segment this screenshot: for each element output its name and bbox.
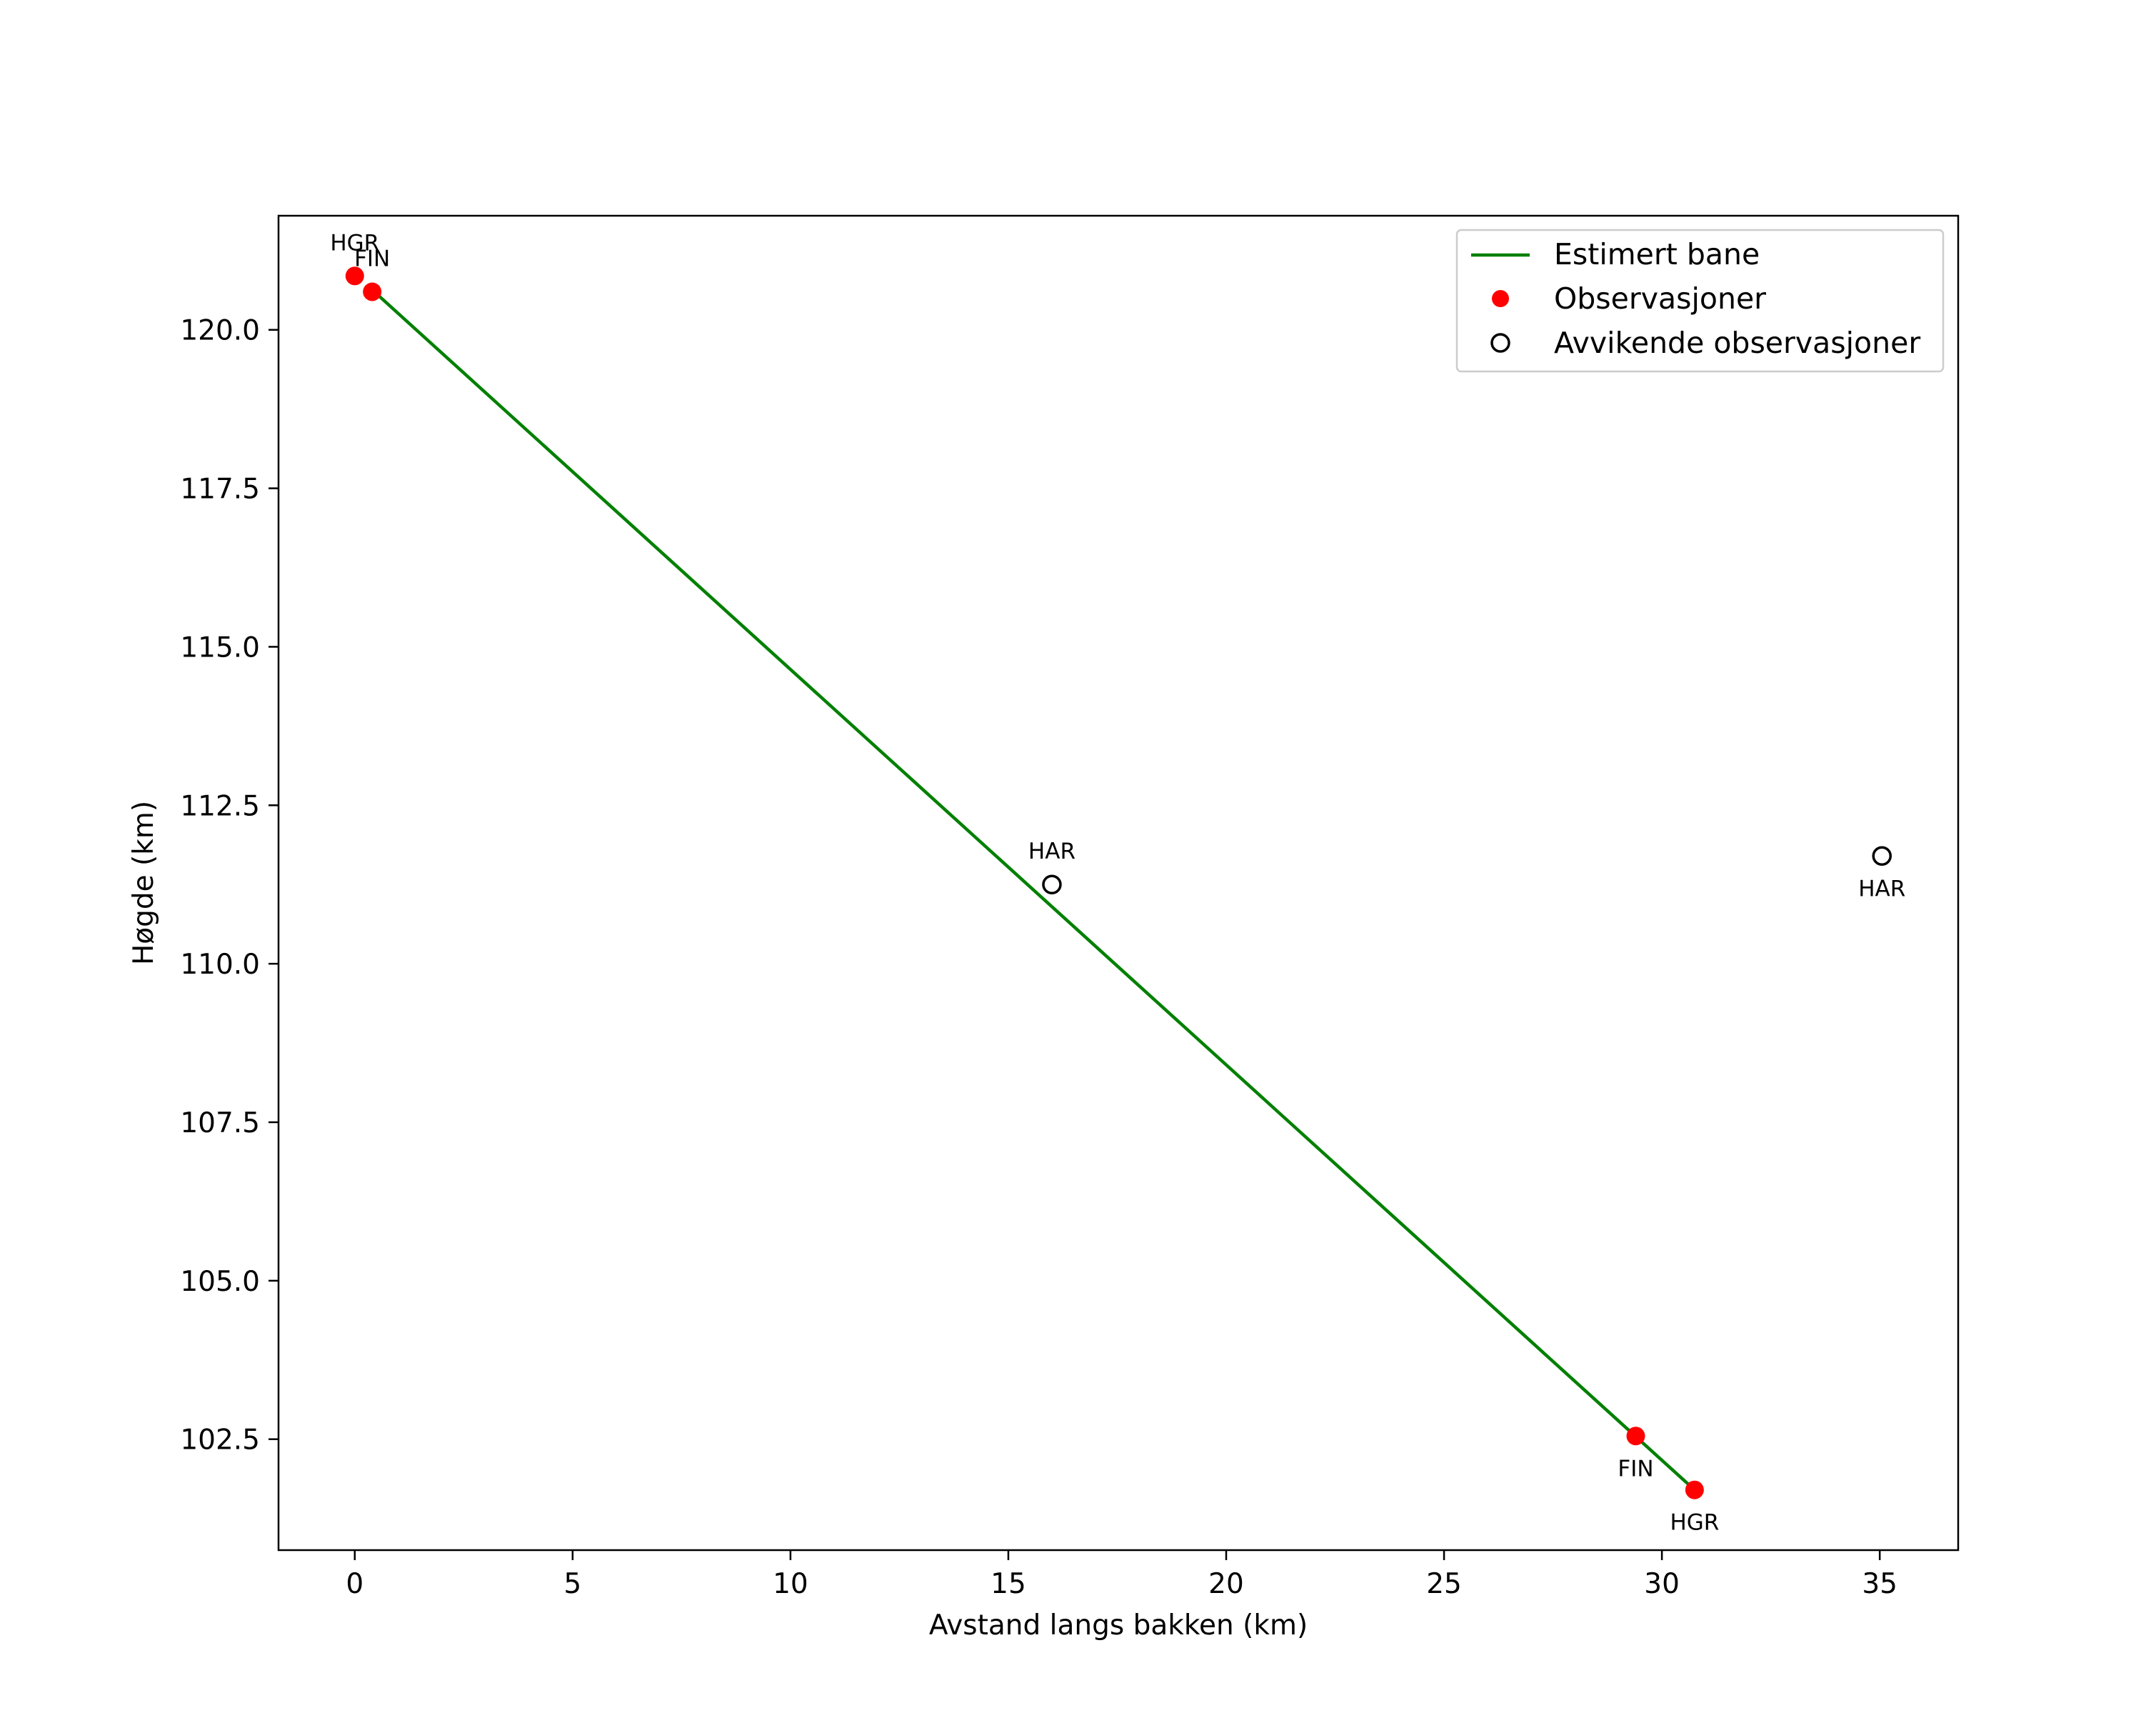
legend-label-estimert-bane: Estimert bane: [1554, 237, 1760, 271]
y-tick-label: 110.0: [180, 949, 260, 981]
legend-label-avvikende-observasjoner: Avvikende observasjoner: [1554, 326, 1920, 360]
y-axis-label: Høgde (km): [128, 801, 160, 965]
legend: Estimert bane Observasjoner Avvikende ob…: [1455, 229, 1945, 373]
x-tick-label: 10: [773, 1568, 808, 1600]
y-tick-label: 102.5: [180, 1424, 260, 1457]
point-label: FIN: [354, 246, 390, 271]
y-tick-label: 105.0: [180, 1266, 260, 1298]
y-tick-label: 107.5: [180, 1107, 260, 1139]
y-tick-label: 115.0: [180, 631, 260, 664]
legend-label-observasjoner: Observasjoner: [1554, 281, 1766, 316]
x-tick-label: 25: [1426, 1568, 1462, 1600]
observation-point: [1626, 1427, 1645, 1446]
x-tick-label: 30: [1644, 1568, 1680, 1600]
estimated-trajectory-line: [372, 289, 1698, 1492]
observation-point: [345, 266, 364, 286]
legend-open-marker: [1490, 333, 1510, 353]
x-axis-label: Avstand langs bakken (km): [929, 1609, 1308, 1642]
axes-frame: [277, 214, 1960, 1552]
y-tick-label: 120.0: [180, 315, 260, 347]
y-axis: 102.5 105.0 107.5 110.0 112.5 115.0 117.5 120.0: [180, 315, 279, 1457]
legend-box: [1455, 229, 1945, 373]
outlier-observation-point: [1042, 874, 1062, 894]
point-label: HGR: [330, 230, 379, 256]
x-tick-label: 20: [1208, 1568, 1244, 1600]
x-tick-label: 5: [563, 1568, 581, 1600]
point-label: HAR: [1028, 839, 1076, 864]
legend-filled-marker: [1492, 290, 1509, 307]
point-label: HAR: [1858, 876, 1905, 902]
x-tick-label: 35: [1862, 1568, 1897, 1600]
y-tick-label: 112.5: [180, 790, 260, 822]
observation-point: [1685, 1480, 1704, 1499]
point-label: HGR: [1670, 1510, 1719, 1536]
point-label: FIN: [1618, 1456, 1653, 1482]
x-axis: 0 5 10 15 20 25 30 35: [346, 1550, 1897, 1600]
observation-point: [363, 282, 382, 301]
x-tick-label: 0: [346, 1568, 363, 1600]
y-tick-label: 117.5: [180, 474, 260, 506]
x-tick-label: 15: [991, 1568, 1026, 1600]
outlier-observation-point: [1872, 846, 1892, 867]
